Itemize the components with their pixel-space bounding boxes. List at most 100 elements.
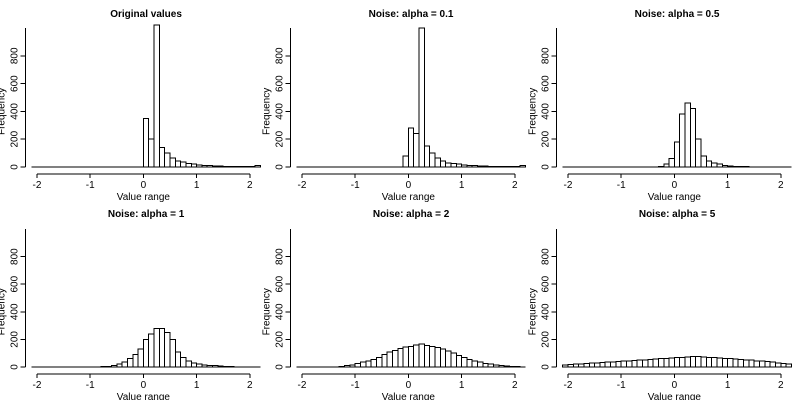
y-tick-label: 0 [275,364,286,370]
histogram-bar [716,357,723,368]
y-tick-label: 800 [10,47,21,64]
y-tick-label: 200 [10,130,21,147]
x-tick-label: 1 [194,180,200,191]
x-tick-label: 2 [247,180,253,191]
histogram-bar [657,358,665,368]
x-tick-label: -1 [86,380,95,391]
histogram-bar [610,361,617,368]
histogram-bar [721,357,729,368]
histogram-bar [439,160,447,168]
x-tick-label: 1 [459,180,465,191]
x-tick-label: -1 [617,380,626,391]
x-tick-label: 0 [672,380,678,391]
histogram-panel: Noise: alpha = 2 0 200 400 600 800 -2 -1 0 1 2 Valu… [262,209,526,400]
histogram-bar [132,354,139,368]
y-tick-label: 0 [541,164,552,170]
histogram-bar [413,344,420,368]
histogram-bar [461,356,468,368]
histogram-bar [455,354,463,368]
y-tick-label: 200 [275,130,286,147]
histogram-bar [689,356,697,368]
histogram-bar [418,27,425,168]
y-tick-label: 400 [10,303,21,320]
x-tick-label: 2 [512,180,518,191]
panel-title: Noise: alpha = 0.5 [635,9,720,20]
histogram-bar [429,152,436,168]
y-tick-label: 400 [275,103,286,120]
histogram-bar [604,361,612,368]
histogram-bar [673,357,681,368]
histogram-bar [466,358,473,368]
x-tick-label: 0 [141,380,147,391]
histogram-bar [142,338,150,368]
histogram-panel: Noise: alpha = 0.1 0 200 400 600 800 -2 -1 0 1 2 Va… [262,9,526,203]
y-axis-label: Frequency [262,88,273,135]
histogram-bar [679,113,686,168]
histogram-bar [743,359,750,368]
x-tick-label: -2 [298,180,307,191]
histogram-bar [185,163,192,168]
x-tick-label: 1 [725,180,731,191]
histogram-bar [732,358,739,368]
y-tick-label: 600 [541,275,552,292]
histogram-bar [689,108,697,168]
panel-title: Noise: alpha = 1 [108,209,185,220]
histogram-bar [764,360,771,368]
histogram-bar [402,346,409,368]
histogram-bar [727,358,734,368]
histogram-bar [753,360,761,368]
histogram-panel: Original values 0 200 400 600 800 -2 -1 0 1 2 Value… [0,9,261,203]
histogram-bar [164,152,171,168]
x-tick-label: 2 [778,380,784,391]
y-tick-label: 400 [541,303,552,320]
y-tick-label: 600 [10,75,21,92]
histogram-bar [700,356,707,368]
x-tick-label: -2 [33,380,42,391]
y-tick-label: 0 [10,164,21,170]
histogram-panel: Noise: alpha = 0.5 0 200 400 600 800 -2 -1 0 1 2 Va… [528,9,792,203]
histogram-bar [386,351,393,368]
y-tick-label: 600 [10,275,21,292]
y-tick-label: 800 [275,248,286,265]
histogram-bar [375,356,383,368]
x-tick-label: 0 [406,180,412,191]
histogram-bar [583,363,590,368]
histogram-bar [158,147,166,168]
histogram-bar [365,360,372,368]
histogram-bar [700,155,707,168]
histogram-bar [774,362,782,368]
y-axis-label: Frequency [0,288,8,335]
histogram-bar [418,343,425,368]
histogram-bar [174,160,182,168]
x-tick-label: -1 [351,380,360,391]
x-tick-label: -2 [33,180,42,191]
histogram-bar [190,362,198,368]
histogram-bar [668,158,675,168]
x-tick-label: 2 [247,380,253,391]
x-tick-label: 2 [512,380,518,391]
x-tick-label: -1 [86,180,95,191]
y-tick-label: 0 [10,364,21,370]
histogram-bar [705,356,713,368]
x-tick-label: 0 [406,380,412,391]
y-tick-label: 400 [275,303,286,320]
panel-title: Noise: alpha = 2 [373,209,450,220]
histogram-bar [148,138,155,168]
y-tick-label: 800 [541,248,552,265]
x-tick-label: -1 [617,180,626,191]
histogram-bar [705,160,713,168]
histogram-bar [450,352,457,368]
histogram-bar [769,361,776,368]
y-tick-label: 800 [10,248,21,265]
histogram-bar [164,332,171,368]
histogram-bar [711,162,718,168]
x-axis-label: Value range [117,192,171,203]
histogram-bar [439,348,447,368]
histogram-bar [121,361,128,368]
x-tick-label: -2 [298,380,307,391]
histogram-bar [174,351,182,368]
histogram-bar [695,356,702,368]
histogram-bar [169,338,176,368]
histogram-bar [684,102,691,168]
